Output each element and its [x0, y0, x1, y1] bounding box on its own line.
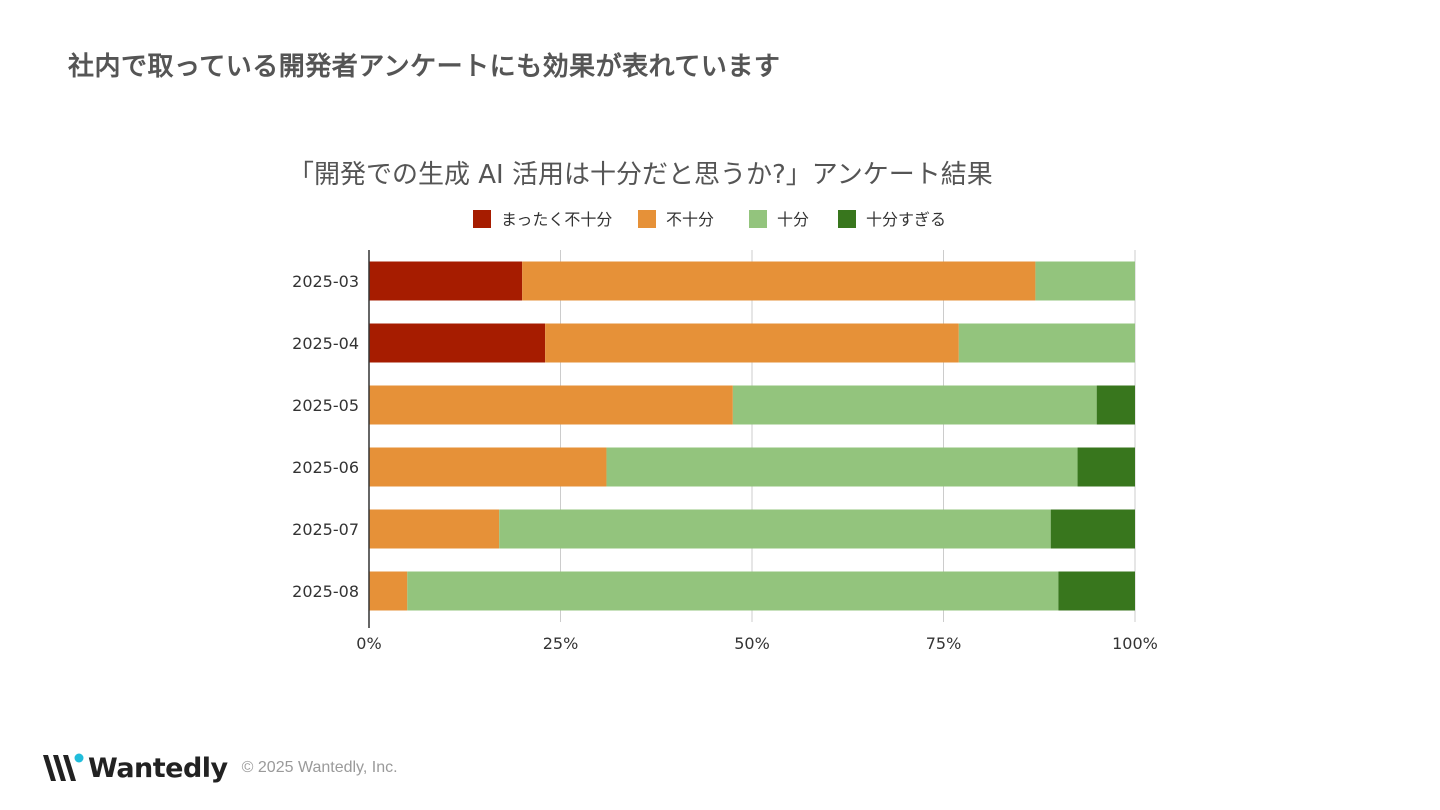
bar-2025-03-series-2 [522, 261, 1036, 301]
bar-2025-07-series-4 [1050, 509, 1135, 549]
bar-2025-03-series-1 [369, 261, 523, 301]
legend-swatch-4 [838, 210, 856, 228]
legend-swatch-1 [473, 210, 491, 228]
y-tick-label-2025-08: 2025-08 [292, 582, 359, 601]
slide-title: 社内で取っている開発者アンケートにも効果が表れています [68, 52, 781, 82]
wantedly-logo-icon [43, 753, 84, 781]
bar-2025-07-series-2 [369, 509, 500, 549]
bar-2025-04-series-1 [369, 323, 546, 363]
bar-2025-08-series-4 [1058, 571, 1135, 611]
footer: Wantedly © 2025 Wantedly, Inc. [42, 752, 398, 784]
y-tick-label-2025-06: 2025-06 [292, 458, 359, 477]
legend-swatch-3 [749, 210, 767, 228]
y-tick-label-2025-07: 2025-07 [292, 520, 359, 539]
legend-label-1: まったく不十分 [501, 210, 612, 229]
bar-2025-04-series-2 [545, 323, 959, 363]
copyright-text: © 2025 Wantedly, Inc. [241, 759, 398, 776]
bar-2025-08-series-2 [369, 571, 408, 611]
bar-2025-07-series-3 [499, 509, 1051, 549]
bar-2025-08-series-3 [407, 571, 1059, 611]
x-tick-label-1: 0% [356, 634, 381, 653]
y-tick-label-2025-04: 2025-04 [292, 334, 359, 353]
x-tick-label-3: 50% [734, 634, 770, 653]
bar-2025-06-series-3 [606, 447, 1078, 487]
bar-2025-03-series-3 [1035, 261, 1135, 301]
bar-2025-06-series-2 [369, 447, 607, 487]
legend-label-4: 十分すぎる [866, 210, 946, 229]
chart-grid [560, 250, 1136, 622]
y-tick-label-2025-03: 2025-03 [292, 272, 359, 291]
chart-axes: 2025-03 2025-04 2025-05 2025-06 2025-07 2025-… [292, 250, 1158, 653]
legend-label-2: 不十分 [666, 210, 714, 229]
logo-text: Wantedly [88, 752, 228, 784]
bar-2025-04-series-3 [958, 323, 1135, 363]
x-tick-label-2: 25% [543, 634, 579, 653]
x-tick-label-5: 100% [1112, 634, 1158, 653]
bar-2025-05-series-4 [1096, 385, 1135, 425]
chart-bars [369, 261, 1135, 611]
chart-title: 「開発での生成 AI 活用は十分だと思うか?」アンケート結果 [288, 160, 993, 190]
bar-2025-05-series-3 [732, 385, 1097, 425]
bar-2025-05-series-2 [369, 385, 733, 425]
legend-swatch-2 [638, 210, 656, 228]
y-tick-label-2025-05: 2025-05 [292, 396, 359, 415]
chart-legend: まったく不十分 不十分 十分 十分すぎる [473, 210, 946, 229]
x-tick-label-4: 75% [926, 634, 962, 653]
bar-2025-06-series-4 [1077, 447, 1135, 487]
legend-label-3: 十分 [777, 210, 809, 229]
